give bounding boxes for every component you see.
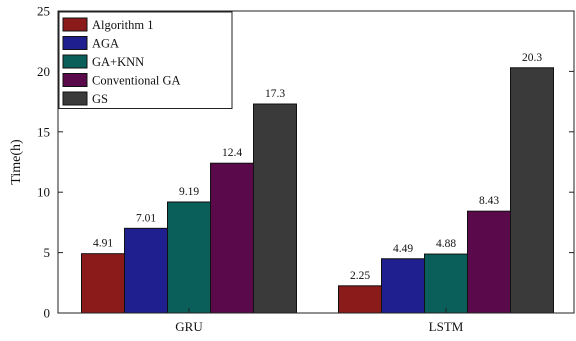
legend-box	[58, 11, 233, 109]
data-label: 8.43	[479, 195, 499, 207]
axes-layer: 0 5 10 15 20 25 GRU LSTM	[37, 4, 575, 334]
y-tick-label: 5	[44, 245, 51, 260]
legend: Algorithm 1 AGA GA+KNN Conventional GA GS	[58, 11, 233, 109]
legend-entry-label: AGA	[92, 37, 119, 51]
y-tick-label: 25	[37, 4, 50, 19]
y-tick-label: 0	[44, 306, 51, 321]
legend-swatch	[62, 73, 88, 87]
data-labels-layer: 4.91 7.01 9.19 12.4 17.3 2.25 4.49 4.88 8.43 20.3	[93, 52, 542, 282]
legend-swatch	[62, 17, 88, 32]
legend-entry-label: Algorithm 1	[92, 18, 153, 32]
plot-frame	[57, 10, 575, 314]
data-label: 4.88	[436, 238, 456, 250]
bars-layer	[81, 67, 554, 314]
data-label: 4.49	[393, 243, 413, 255]
y-axis-title: Time(h)	[9, 139, 24, 185]
x-category-label: GRU	[175, 319, 203, 334]
data-label: 2.25	[350, 270, 370, 282]
data-label: 4.91	[93, 238, 113, 250]
bar-conventional-ga-lstm	[467, 210, 511, 314]
bar-algorithm-1-gru	[81, 253, 125, 314]
y-tick-label: 15	[37, 124, 50, 139]
legend-entry-label: Conventional GA	[92, 74, 181, 88]
legend-entry-label: GA+KNN	[92, 55, 144, 69]
bar-gs-gru	[253, 103, 297, 314]
data-label: 12.4	[222, 147, 242, 159]
x-category-label: LSTM	[429, 319, 464, 334]
bar-aga-lstm	[381, 258, 425, 314]
data-label: 17.3	[265, 88, 285, 100]
y-tick-label: 20	[37, 64, 50, 79]
bar-aga-gru	[124, 227, 168, 314]
y-tick-label: 10	[37, 185, 50, 200]
bar-algorithm-1-lstm	[338, 285, 382, 314]
bar-ga-knn-lstm	[424, 253, 468, 314]
data-label: 20.3	[522, 52, 542, 64]
data-label: 7.01	[136, 212, 156, 224]
legend-swatch	[62, 36, 88, 50]
bar-ga-knn-gru	[167, 201, 211, 314]
data-label: 9.19	[179, 186, 199, 198]
legend-entry-label: GS	[92, 92, 108, 106]
legend-swatch	[62, 91, 88, 106]
bar-gs-lstm	[510, 67, 554, 314]
bar-conventional-ga-gru	[210, 162, 254, 314]
legend-swatch	[62, 54, 88, 69]
